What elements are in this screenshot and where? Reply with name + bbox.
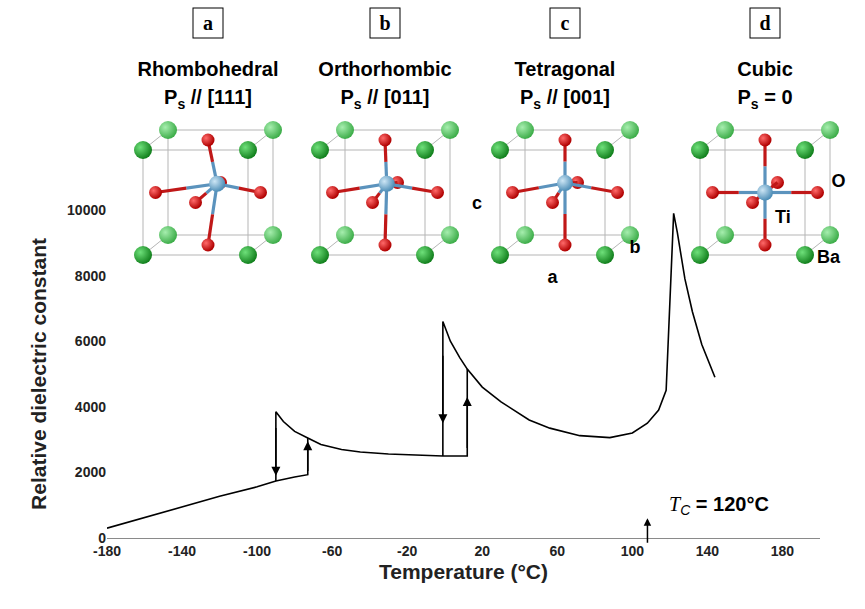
svg-text:O: O <box>832 171 846 191</box>
svg-text:20: 20 <box>474 543 490 559</box>
svg-text:b: b <box>630 237 641 257</box>
svg-text:4000: 4000 <box>75 399 106 415</box>
svg-text:b: b <box>379 12 390 34</box>
svg-text:Tetragonal: Tetragonal <box>515 58 616 80</box>
svg-text:Ps = 0: Ps = 0 <box>737 86 792 112</box>
svg-text:d: d <box>759 12 770 34</box>
svg-text:Relative dielectric constant: Relative dielectric constant <box>27 238 50 510</box>
svg-text:Cubic: Cubic <box>737 58 793 80</box>
svg-text:Ba: Ba <box>817 247 841 267</box>
svg-text:2000: 2000 <box>75 464 106 480</box>
svg-text:c: c <box>472 193 482 213</box>
svg-text:Ps // [001]: Ps // [001] <box>520 86 610 112</box>
svg-text:-100: -100 <box>243 543 271 559</box>
svg-text:140: 140 <box>696 543 720 559</box>
svg-text:-20: -20 <box>397 543 417 559</box>
svg-text:Orthorhombic: Orthorhombic <box>318 58 451 80</box>
svg-text:-60: -60 <box>322 543 342 559</box>
svg-text:8000: 8000 <box>75 268 106 284</box>
svg-text:60: 60 <box>550 543 566 559</box>
svg-text:6000: 6000 <box>75 333 106 349</box>
svg-text:180: 180 <box>771 543 795 559</box>
svg-text:a: a <box>203 12 213 34</box>
svg-text:0: 0 <box>98 530 106 546</box>
svg-text:Temperature (°C): Temperature (°C) <box>379 560 548 583</box>
svg-text:10000: 10000 <box>67 202 106 218</box>
svg-text:-140: -140 <box>168 543 196 559</box>
svg-text:a: a <box>547 267 558 287</box>
svg-text:Ps // [111]: Ps // [111] <box>164 86 252 112</box>
svg-text:Ti: Ti <box>775 207 791 227</box>
svg-text:-180: -180 <box>93 543 121 559</box>
svg-text:c: c <box>561 12 570 34</box>
svg-text:100: 100 <box>621 543 645 559</box>
svg-text:Rhombohedral: Rhombohedral <box>137 58 278 80</box>
svg-text:T​C​ = 120°C: T​C​ = 120°C <box>669 493 769 518</box>
svg-text:Ps // [011]: Ps // [011] <box>341 86 430 112</box>
